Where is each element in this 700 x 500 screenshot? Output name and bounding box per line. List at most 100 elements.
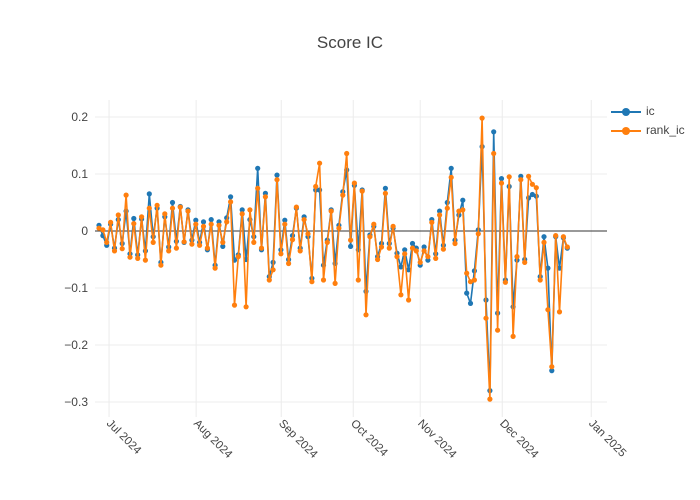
series-rank_ic-marker[interactable] bbox=[386, 245, 392, 251]
series-rank_ic-marker[interactable] bbox=[115, 212, 121, 218]
series-rank_ic-marker[interactable] bbox=[487, 396, 493, 402]
series-rank_ic-marker[interactable] bbox=[255, 185, 261, 191]
series-ic-marker[interactable] bbox=[208, 217, 214, 223]
series-rank_ic-marker[interactable] bbox=[193, 221, 199, 227]
series-rank_ic-marker[interactable] bbox=[185, 208, 191, 214]
series-rank_ic-marker[interactable] bbox=[216, 222, 222, 228]
series-rank_ic-marker[interactable] bbox=[537, 277, 543, 283]
series-rank_ic-marker[interactable] bbox=[212, 265, 218, 271]
series-rank_ic-marker[interactable] bbox=[510, 333, 516, 339]
series-rank_ic-marker[interactable] bbox=[355, 277, 361, 283]
series-rank_ic-marker[interactable] bbox=[336, 225, 342, 231]
series-rank_ic-marker[interactable] bbox=[228, 199, 234, 205]
series-rank_ic-marker[interactable] bbox=[363, 312, 369, 318]
series-rank_ic-marker[interactable] bbox=[452, 240, 458, 247]
series-rank_ic-marker[interactable] bbox=[274, 177, 280, 183]
series-ic-marker[interactable] bbox=[498, 176, 505, 182]
series-rank_ic-marker[interactable] bbox=[96, 225, 102, 231]
series-ic-marker[interactable] bbox=[460, 197, 466, 203]
series-rank_ic-marker[interactable] bbox=[464, 270, 470, 276]
series-rank_ic-marker[interactable] bbox=[406, 297, 412, 303]
series-rank_ic-marker[interactable] bbox=[437, 212, 443, 218]
series-rank_ic-marker[interactable] bbox=[301, 217, 307, 223]
series-rank_ic-marker[interactable] bbox=[394, 254, 400, 260]
series-rank_ic-marker[interactable] bbox=[108, 219, 114, 225]
series-rank_ic-marker[interactable] bbox=[313, 183, 319, 190]
series-ic-marker[interactable] bbox=[200, 219, 207, 225]
series-ic-marker[interactable] bbox=[406, 267, 412, 273]
series-ic-marker[interactable] bbox=[348, 243, 354, 249]
series-rank_ic-marker[interactable] bbox=[351, 180, 357, 186]
series-rank_ic-marker[interactable] bbox=[258, 245, 265, 251]
series-ic-marker[interactable] bbox=[398, 264, 404, 270]
series-rank_ic-marker[interactable] bbox=[556, 309, 563, 315]
series-rank_ic-marker[interactable] bbox=[309, 279, 315, 285]
series-rank_ic-marker[interactable] bbox=[460, 207, 466, 213]
series-rank_ic-marker[interactable] bbox=[549, 364, 555, 370]
series-ic-marker[interactable] bbox=[464, 290, 470, 296]
series-rank_ic-marker[interactable] bbox=[518, 177, 524, 183]
series-rank_ic-marker[interactable] bbox=[390, 223, 396, 229]
series-rank_ic-marker[interactable] bbox=[270, 267, 276, 273]
series-rank_ic-marker[interactable] bbox=[208, 221, 214, 227]
series-rank_ic-marker[interactable] bbox=[502, 279, 508, 285]
series-rank_ic-marker[interactable] bbox=[328, 208, 334, 214]
series-rank_ic-marker[interactable] bbox=[429, 219, 435, 225]
series-rank_ic-marker[interactable] bbox=[471, 277, 477, 283]
series-rank_ic-marker[interactable] bbox=[417, 259, 423, 265]
series-rank_ic-marker[interactable] bbox=[375, 256, 381, 263]
series-rank_ic-marker[interactable] bbox=[162, 211, 168, 217]
series-rank_ic-marker[interactable] bbox=[398, 292, 404, 298]
series-rank_ic-marker[interactable] bbox=[177, 204, 183, 210]
series-rank_ic-marker[interactable] bbox=[378, 244, 385, 250]
series-rank_ic-marker[interactable] bbox=[278, 251, 284, 257]
series-rank_ic-marker[interactable] bbox=[320, 277, 327, 283]
series-rank_ic-marker[interactable] bbox=[340, 192, 346, 198]
legend-item-ic[interactable]: ic bbox=[611, 104, 685, 119]
series-rank_ic-marker[interactable] bbox=[433, 255, 439, 261]
series-ic-marker[interactable] bbox=[169, 199, 176, 206]
series-rank_ic-marker[interactable] bbox=[189, 241, 195, 247]
series-rank_ic-marker[interactable] bbox=[324, 239, 330, 245]
series-ic-marker[interactable] bbox=[131, 215, 137, 222]
series-ic-marker[interactable] bbox=[146, 191, 152, 197]
series-rank_ic-marker[interactable] bbox=[224, 219, 230, 225]
series-rank_ic-marker[interactable] bbox=[553, 233, 559, 239]
series-ic-marker[interactable] bbox=[255, 165, 261, 171]
series-ic-marker[interactable] bbox=[421, 244, 427, 250]
series-rank_ic-marker[interactable] bbox=[266, 277, 272, 283]
series-rank_ic-marker[interactable] bbox=[344, 150, 350, 157]
series-ic-marker[interactable] bbox=[529, 191, 536, 198]
series-ic-marker[interactable] bbox=[274, 172, 280, 178]
series-rank_ic-marker[interactable] bbox=[204, 245, 210, 251]
series-rank_ic-marker[interactable] bbox=[541, 239, 547, 245]
series-rank_ic-marker[interactable] bbox=[506, 174, 512, 180]
series-rank_ic-marker[interactable] bbox=[220, 239, 226, 245]
series-ic-marker[interactable] bbox=[467, 300, 474, 306]
series-rank_ic-marker[interactable] bbox=[413, 248, 419, 254]
series-rank_ic-marker[interactable] bbox=[200, 223, 207, 229]
series-rank_ic-marker[interactable] bbox=[293, 204, 299, 210]
series-rank_ic-marker[interactable] bbox=[475, 231, 481, 237]
series-rank_ic-marker[interactable] bbox=[119, 246, 125, 252]
series-ic-marker[interactable] bbox=[491, 129, 497, 135]
series-ic-marker[interactable] bbox=[402, 247, 408, 253]
series-rank_ic-marker[interactable] bbox=[282, 221, 288, 227]
series-rank_ic-marker[interactable] bbox=[247, 207, 253, 213]
series-rank_ic-marker[interactable] bbox=[239, 211, 245, 217]
series-rank_ic-marker[interactable] bbox=[545, 307, 551, 313]
series-rank_ic-marker[interactable] bbox=[456, 208, 462, 214]
series-ic-marker[interactable] bbox=[409, 240, 416, 247]
series-ic-marker[interactable] bbox=[382, 185, 388, 191]
series-rank_ic-marker[interactable] bbox=[348, 237, 354, 243]
series-rank_ic-marker[interactable] bbox=[123, 192, 129, 198]
series-ic-marker[interactable] bbox=[556, 265, 563, 271]
series-ic-marker[interactable] bbox=[220, 243, 226, 249]
legend-item-rank_ic[interactable]: rank_ic bbox=[611, 123, 685, 138]
series-rank_ic-marker[interactable] bbox=[100, 227, 106, 233]
series-rank_ic-marker[interactable] bbox=[262, 194, 268, 200]
series-rank_ic-marker[interactable] bbox=[158, 262, 164, 268]
series-rank_ic-marker[interactable] bbox=[491, 150, 497, 157]
series-ic-marker[interactable] bbox=[545, 265, 551, 271]
